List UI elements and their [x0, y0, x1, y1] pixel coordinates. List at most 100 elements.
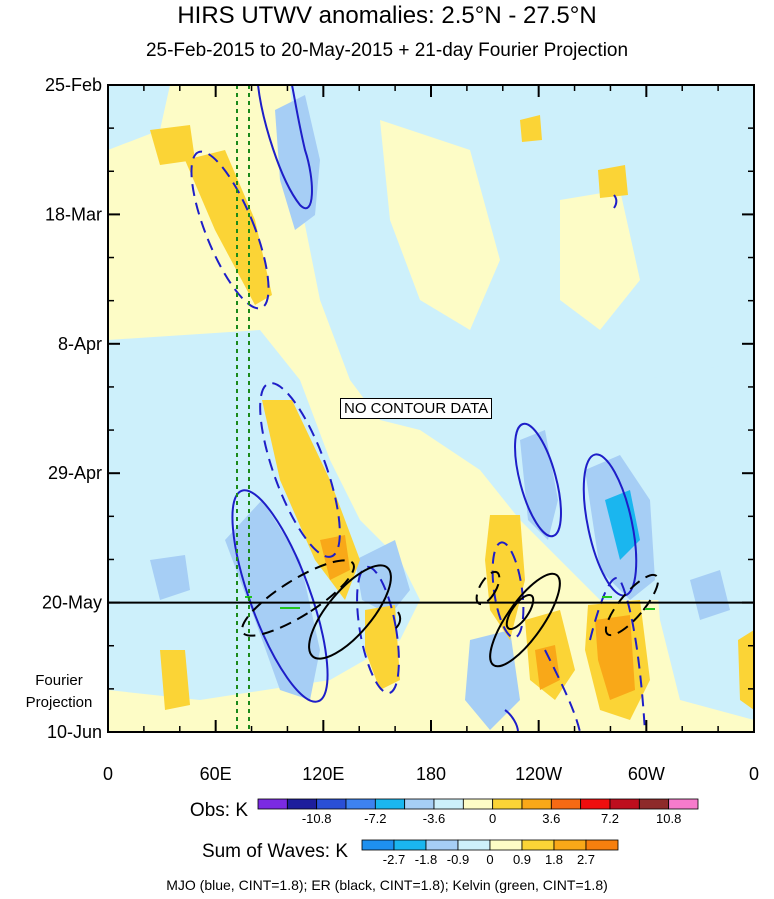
colorbar-tick-label: 1.8: [545, 852, 563, 867]
colorbar-tick-label: 3.6: [542, 811, 560, 826]
chart-subtitle: 25-Feb-2015 to 20-May-2015 + 21-day Four…: [145, 40, 629, 61]
colorbar-swatch: [638, 798, 670, 810]
field-yellow-patch: [485, 515, 525, 640]
field-cyan: [605, 490, 640, 560]
field-orange-patch: [320, 535, 350, 580]
fourier-label-line2: Projection: [25, 694, 93, 711]
colorbar-swatch: [553, 839, 587, 851]
er-contour: [241, 559, 355, 637]
field-yellow-patch: [185, 150, 272, 305]
x-tick-label: 120E: [302, 764, 344, 784]
colorbar-swatch: [393, 839, 427, 851]
field-blue-region: [640, 360, 754, 720]
field-yellow-patch: [738, 630, 754, 710]
colorbar-swatch: [609, 798, 640, 810]
y-tick-label: 20-May: [42, 593, 102, 613]
field-yellow-patch: [365, 605, 400, 690]
colorbar-tick-label: -10.8: [302, 811, 332, 826]
er-contour: [308, 564, 392, 660]
er-contour: [395, 611, 402, 629]
field-yellow-region: [560, 190, 640, 330]
field-mid-blue: [465, 630, 520, 730]
colorbar-swatch: [668, 798, 699, 810]
sum-of-waves-colorbar-label: Sum of Waves: K: [201, 841, 348, 862]
x-tick-label: 0: [103, 764, 113, 784]
mjo-contour: [613, 194, 618, 209]
colorbar-swatch: [316, 798, 347, 810]
fourier-label-line1: Fourier: [35, 672, 83, 689]
x-tick-label: 60W: [628, 764, 665, 784]
colorbar-swatch: [492, 798, 523, 810]
obs-colorbar-label: Obs: K: [189, 800, 248, 821]
er-contour: [489, 572, 561, 668]
colorbar-tick-label: 0: [489, 811, 496, 826]
field-yellow-patch: [150, 125, 195, 165]
colorbar-swatch: [433, 798, 464, 810]
mjo-contour: [544, 649, 581, 732]
colorbar-tick-label: 2.7: [577, 852, 595, 867]
field-mid-blue: [690, 570, 730, 620]
colorbar-tick-label: -1.8: [415, 852, 437, 867]
field-mid-blue: [150, 555, 190, 600]
field-yellow-patch: [160, 650, 190, 710]
y-axis: 25-Feb 18-Mar 8-Apr 29-Apr 20-May 10-Jun: [42, 75, 754, 742]
x-tick-label: 120W: [515, 764, 562, 784]
colorbar-swatch: [550, 798, 582, 810]
obs-colorbar: -10.8 -7.2 -3.6 0 3.6 7.2 10.8: [257, 798, 699, 826]
colorbar-swatch: [489, 839, 523, 851]
mjo-contour: [231, 489, 329, 703]
field-orange-patch: [595, 615, 635, 700]
fourier-projection-label: Fourier Projection: [0, 670, 118, 714]
mjo-contour: [257, 85, 313, 209]
er-contour: [604, 573, 660, 637]
chart-title: HIRS UTWV anomalies: 2.5°N - 27.5°N: [177, 2, 597, 29]
colorbar-swatch: [521, 798, 552, 810]
colorbar-tick-label: -0.9: [447, 852, 469, 867]
colorbar-tick-label: -2.7: [383, 852, 405, 867]
field-blue-region: [108, 85, 170, 150]
no-contour-data-label: NO CONTOUR DATA: [340, 398, 493, 419]
mjo-contour: [504, 709, 519, 732]
colorbar-swatch: [425, 839, 459, 851]
colorbar-swatch: [585, 839, 619, 851]
x-tick-label: 60E: [200, 764, 232, 784]
colorbar-tick-label: 10.8: [656, 811, 681, 826]
colorbar-swatch: [361, 839, 395, 851]
contour-legend: MJO (blue, CINT=1.8); ER (black, CINT=1.…: [166, 877, 608, 893]
mjo-contour: [190, 150, 270, 310]
field-orange-patch: [535, 645, 560, 690]
colorbar-swatch: [462, 798, 494, 810]
colorbar-tick-label: 7.2: [601, 811, 619, 826]
er-contour: [505, 593, 535, 631]
colorbar-swatch: [580, 798, 611, 810]
colorbar-tick-label: 0.9: [513, 852, 531, 867]
field-mid-blue: [520, 430, 558, 540]
x-axis: 0 60E 120E 180 120W 60W 0: [103, 85, 759, 784]
mjo-contour: [514, 422, 562, 538]
field-yellow-region: [380, 120, 500, 330]
y-tick-label: 29-Apr: [48, 463, 102, 483]
x-tick-label: 180: [416, 764, 446, 784]
colorbar-swatch: [521, 839, 555, 851]
field-mid-blue: [275, 95, 320, 230]
field-yellow-patch: [520, 115, 542, 142]
y-tick-label: 18-Mar: [45, 204, 102, 224]
field-mid-blue: [355, 540, 410, 615]
colorbar-tick-label: -3.6: [423, 811, 445, 826]
sum-of-waves-colorbar: -2.7 -1.8 -0.9 0 0.9 1.8 2.7: [361, 839, 619, 867]
colorbar-swatch: [374, 798, 406, 810]
y-tick-label: 10-Jun: [47, 722, 102, 742]
colorbar-swatch: [345, 798, 376, 810]
colorbar-swatch: [457, 839, 491, 851]
colorbar-tick-label: 0: [486, 852, 493, 867]
y-tick-label: 8-Apr: [58, 334, 102, 354]
y-tick-label: 25-Feb: [45, 75, 102, 95]
colorbar-swatch: [404, 798, 435, 810]
x-tick-label: 0: [749, 764, 759, 784]
field-yellow-patch: [598, 165, 628, 198]
colorbar-tick-label: -7.2: [364, 811, 386, 826]
colorbar-swatch: [286, 798, 318, 810]
mjo-contour: [259, 382, 341, 558]
colorbar-swatch: [257, 798, 288, 810]
